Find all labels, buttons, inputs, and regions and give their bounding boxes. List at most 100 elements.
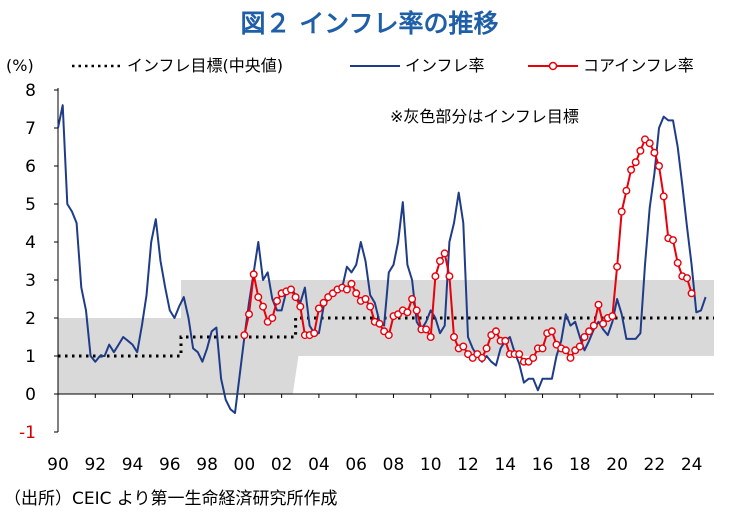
core-inflation-point: [627, 165, 636, 174]
core-inflation-point: [296, 302, 305, 311]
x-tick-label: 12: [457, 455, 479, 475]
core-inflation-point: [589, 321, 598, 330]
core-inflation-point: [529, 353, 538, 362]
core-inflation-point: [585, 327, 594, 336]
x-tick-label: 24: [681, 455, 703, 475]
core-inflation-point: [538, 344, 547, 353]
core-inflation-point: [310, 329, 319, 338]
core-inflation-point: [580, 333, 589, 342]
core-inflation-point: [687, 289, 696, 298]
y-tick-label: 8: [25, 81, 36, 101]
core-inflation-point: [492, 327, 501, 336]
core-inflation-point: [384, 331, 393, 340]
core-inflation-point: [375, 319, 384, 328]
core-inflation-point: [547, 327, 556, 336]
y-tick-label: 6: [25, 157, 36, 177]
core-inflation-point: [314, 304, 323, 313]
core-inflation-point: [594, 300, 603, 309]
core-inflation-point: [240, 331, 249, 340]
x-tick-label: 92: [84, 455, 106, 475]
chart-title: 図２ インフレ率の推移: [240, 9, 499, 38]
core-inflation-point: [669, 236, 678, 245]
y-tick-label: 7: [25, 119, 36, 139]
core-inflation-point: [608, 312, 617, 321]
legend-label-core: コアインフレ率: [583, 56, 694, 75]
core-inflation-point: [515, 350, 524, 359]
core-inflation-point: [347, 279, 356, 288]
core-inflation-point: [575, 342, 584, 351]
y-tick-label: 5: [25, 195, 36, 215]
x-tick-label: 02: [271, 455, 293, 475]
source-note: （出所）CEIC より第一生命経済研究所作成: [4, 489, 338, 509]
x-tick-label: 20: [606, 455, 628, 475]
core-inflation-point: [445, 272, 454, 281]
x-tick-label: 08: [383, 455, 405, 475]
core-inflation-point: [459, 342, 468, 351]
core-inflation-point: [412, 306, 421, 315]
x-tick-label: 10: [420, 455, 442, 475]
series-layer: [57, 104, 714, 414]
core-inflation-point: [268, 314, 277, 323]
core-inflation-point: [501, 336, 510, 345]
core-inflation-point: [254, 293, 263, 302]
core-inflation-point: [482, 344, 491, 353]
x-tick-label: 90: [47, 455, 69, 475]
core-inflation-point: [366, 302, 375, 311]
core-inflation-point: [431, 272, 440, 281]
core-inflation-point: [291, 293, 300, 302]
core-inflation-point: [683, 274, 692, 283]
y-tick-label: 4: [25, 233, 36, 253]
core-inflation-point: [352, 289, 361, 298]
core-inflation-point: [450, 333, 459, 342]
legend-label-target: インフレ目標(中央値): [127, 56, 283, 75]
core-inflation-point: [478, 353, 487, 362]
x-tick-label: 14: [494, 455, 516, 475]
y-tick-label: 1: [25, 347, 36, 367]
core-inflation-point: [440, 249, 449, 258]
core-inflation-point: [259, 302, 268, 311]
core-inflation-point: [650, 148, 659, 157]
core-inflation-point: [561, 346, 570, 355]
core-inflation-point: [287, 285, 296, 294]
core-inflation-point: [655, 161, 664, 170]
core-inflation-point: [249, 270, 258, 279]
x-tick-label: 04: [308, 455, 330, 475]
legend: (%) インフレ目標(中央値) インフレ率 コアインフレ率: [6, 56, 694, 75]
core-inflation-point: [566, 353, 575, 362]
core-inflation-point: [636, 146, 645, 155]
x-tick-label: 94: [122, 455, 144, 475]
y-tick-label: 2: [25, 309, 36, 329]
x-tick-label: 00: [234, 455, 256, 475]
core-inflation-point: [617, 207, 626, 216]
x-tick-label: 98: [196, 455, 218, 475]
x-tick-label: 18: [569, 455, 591, 475]
core-inflation-point: [436, 257, 445, 266]
core-inflation-point: [273, 296, 282, 305]
core-inflation-point: [645, 139, 654, 148]
y-tick-label: 0: [25, 385, 36, 405]
core-inflation-point: [599, 319, 608, 328]
core-inflation-point: [342, 285, 351, 294]
legend-swatch-core-marker: [548, 61, 558, 71]
x-tick-label: 96: [159, 455, 181, 475]
core-inflation-point: [408, 295, 417, 304]
core-inflation-point: [319, 298, 328, 307]
legend-label-headline: インフレ率: [405, 56, 485, 75]
core-inflation-point: [673, 258, 682, 267]
x-tick-label: 22: [644, 455, 666, 475]
core-inflation-point: [659, 192, 668, 201]
core-inflation-point: [613, 262, 622, 271]
y-tick-label: -1: [19, 423, 36, 443]
y-tick-label: 3: [25, 271, 36, 291]
core-inflation-point: [622, 186, 631, 195]
x-tick-label: 06: [345, 455, 367, 475]
core-inflation-point: [361, 295, 370, 304]
unit-label: (%): [6, 56, 34, 75]
x-tick-label: 16: [532, 455, 554, 475]
core-inflation-point: [403, 308, 412, 317]
core-inflation-point: [244, 310, 253, 319]
core-inflation-point: [631, 158, 640, 167]
